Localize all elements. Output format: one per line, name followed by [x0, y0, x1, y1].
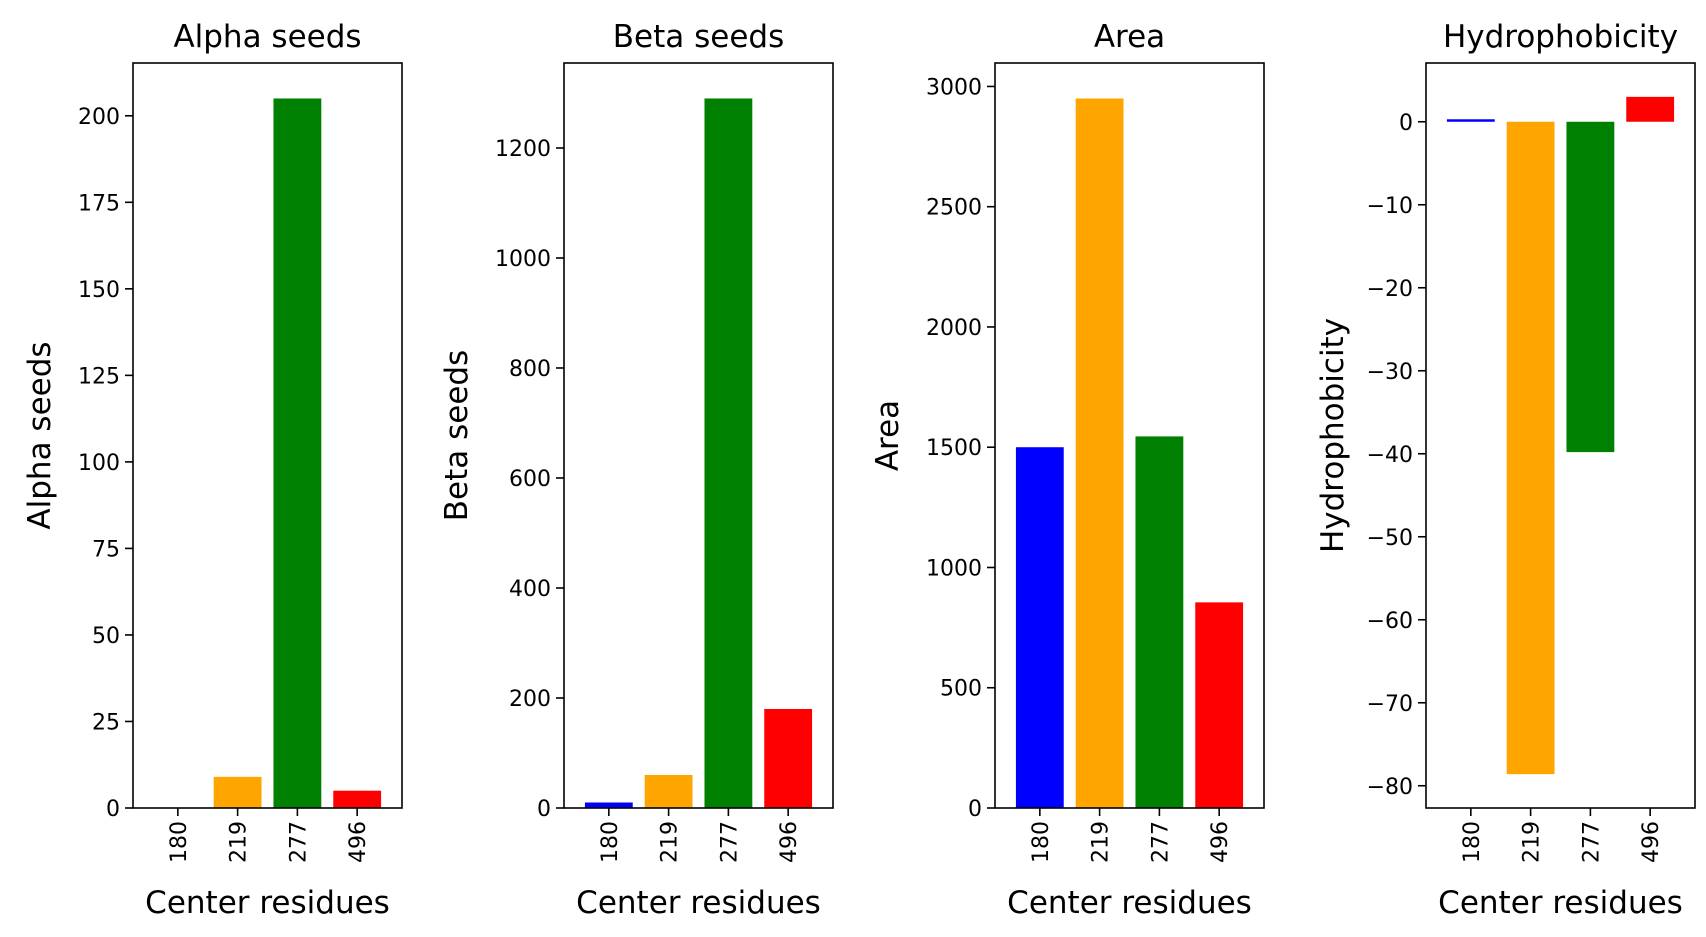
bar-219 [1506, 121, 1555, 775]
bar-180 [584, 802, 633, 808]
y-axis-label: Beta seeds [439, 350, 475, 521]
x-tick-label: 496 [1208, 821, 1233, 863]
x-tick-label: 180 [1460, 821, 1485, 863]
y-axis-ticks: 0 −10 −20 −30 −40 −50 −60 −70 −80 [1367, 111, 1426, 800]
x-axis-label: Center residues [145, 885, 390, 921]
bar-group [584, 98, 813, 809]
y-tick-label: −30 [1367, 360, 1413, 385]
chart-title: Hydrophobicity [1443, 19, 1678, 55]
x-tick-label: 277 [1148, 821, 1173, 863]
bar-219 [213, 776, 262, 808]
bar-group [213, 98, 382, 809]
y-tick-label: −40 [1367, 443, 1413, 468]
bar-219 [1075, 98, 1124, 809]
y-tick-label: 0 [106, 797, 120, 822]
chart-panel-alpha-seeds: 0 25 50 75 100 125 150 175 200 180 219 277 496 Alph… [22, 19, 403, 921]
chart-title: Alpha seeds [173, 19, 361, 55]
y-axis-ticks: 0 200 400 600 800 1000 1200 [495, 137, 564, 822]
x-axis-label: Center residues [1007, 885, 1252, 921]
bar-group [1446, 96, 1675, 775]
bar-277 [1566, 121, 1615, 453]
x-tick-label: 219 [1520, 821, 1545, 863]
y-tick-label: 175 [78, 191, 120, 216]
y-axis-label: Alpha seeds [22, 341, 58, 529]
y-axis-label: Area [870, 400, 906, 471]
x-tick-label: 277 [286, 821, 311, 863]
bar-496 [1626, 96, 1675, 122]
y-tick-label: 600 [509, 467, 551, 492]
x-tick-label: 180 [1029, 821, 1054, 863]
bar-496 [1195, 602, 1244, 808]
x-axis-label: Center residues [1438, 885, 1683, 921]
bar-496 [333, 790, 382, 808]
y-tick-label: 150 [78, 278, 120, 303]
bar-277 [1135, 436, 1184, 808]
x-axis-label: Center residues [576, 885, 821, 921]
y-tick-label: 25 [92, 710, 120, 735]
plot-area-frame [132, 62, 403, 809]
y-tick-label: 500 [940, 677, 982, 702]
y-tick-label: 50 [92, 624, 120, 649]
y-tick-label: −70 [1367, 692, 1413, 717]
y-tick-label: 1000 [926, 556, 982, 581]
bar-277 [273, 98, 322, 809]
y-tick-label: −20 [1367, 277, 1413, 302]
y-tick-label: −50 [1367, 526, 1413, 551]
x-axis-ticks: 180 219 277 496 [1460, 808, 1664, 863]
y-tick-label: 0 [968, 797, 982, 822]
plot-area-frame [994, 62, 1265, 809]
y-axis-ticks: 0 25 50 75 100 125 150 175 200 [78, 105, 133, 822]
chart-panel-area: 0 500 1000 1500 2000 2500 3000 180 219 277 496 Ar… [870, 19, 1265, 921]
chart-title: Area [1094, 19, 1165, 55]
y-axis-ticks: 0 500 1000 1500 2000 2500 3000 [926, 75, 995, 822]
y-tick-label: 200 [509, 687, 551, 712]
y-tick-label: 1200 [495, 137, 551, 162]
bar-219 [644, 775, 693, 808]
x-axis-ticks: 180 219 277 496 [1029, 808, 1233, 863]
y-tick-label: 2500 [926, 196, 982, 221]
chart-panel-hydrophobicity: 0 −10 −20 −30 −40 −50 −60 −70 −80 180 219 277 496 H… [1315, 19, 1696, 921]
bar-180 [1446, 119, 1495, 122]
x-tick-label: 180 [167, 821, 192, 863]
y-axis-label: Hydrophobicity [1315, 318, 1351, 553]
y-tick-label: 0 [537, 797, 551, 822]
y-tick-label: 200 [78, 105, 120, 130]
x-tick-label: 219 [227, 821, 252, 863]
y-tick-label: 75 [92, 537, 120, 562]
chart-panel-beta-seeds: 0 200 400 600 800 1000 1200 180 219 277 496 Beta … [439, 19, 834, 921]
y-tick-label: 2000 [926, 316, 982, 341]
y-tick-label: 3000 [926, 75, 982, 100]
y-tick-label: 125 [78, 364, 120, 389]
chart-title: Beta seeds [613, 19, 784, 55]
y-tick-label: 400 [509, 577, 551, 602]
x-axis-ticks: 180 219 277 496 [167, 808, 371, 863]
x-tick-label: 496 [777, 821, 802, 863]
y-tick-label: 1000 [495, 247, 551, 272]
y-tick-label: 1500 [926, 436, 982, 461]
bar-group [1015, 98, 1244, 809]
plot-area-frame [563, 62, 834, 809]
x-tick-label: 219 [658, 821, 683, 863]
y-tick-label: 100 [78, 451, 120, 476]
x-axis-ticks: 180 219 277 496 [598, 808, 802, 863]
bar-277 [704, 98, 753, 809]
y-tick-label: −10 [1367, 194, 1413, 219]
bar-180 [1015, 447, 1064, 808]
y-tick-label: −80 [1367, 775, 1413, 800]
x-tick-label: 277 [717, 821, 742, 863]
x-tick-label: 277 [1579, 821, 1604, 863]
x-tick-label: 496 [1639, 821, 1664, 863]
plot-area-frame [1425, 62, 1696, 809]
x-tick-label: 180 [598, 821, 623, 863]
y-tick-label: −60 [1367, 609, 1413, 634]
y-tick-label: 800 [509, 357, 551, 382]
x-tick-label: 496 [346, 821, 371, 863]
y-tick-label: 0 [1399, 111, 1413, 136]
bar-496 [764, 709, 813, 808]
x-tick-label: 219 [1089, 821, 1114, 863]
